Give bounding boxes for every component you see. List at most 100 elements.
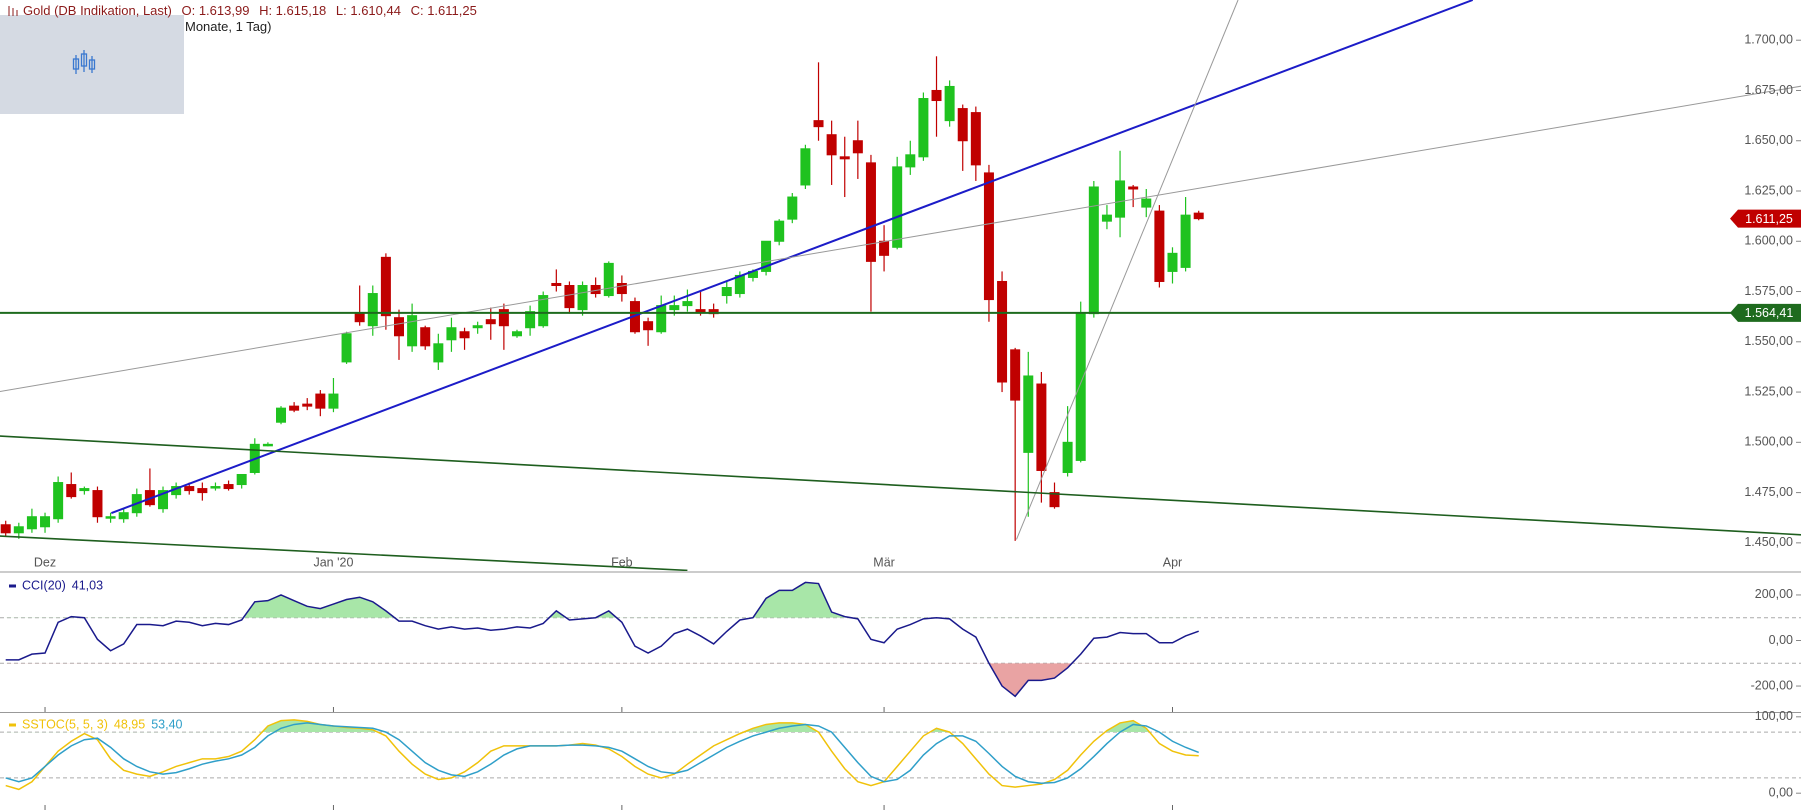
candle-body [407,315,418,347]
candle-body [0,524,11,534]
candle-body [446,327,457,341]
x-tick-label: Apr [1163,555,1182,569]
header-close: C: 1.611,25 [411,3,477,18]
y-tick-label: 1.675,00 [1744,83,1793,97]
y-tick-label: 1.600,00 [1744,234,1793,248]
candle-body [616,282,627,295]
indicator-line [5,722,1199,785]
candle-body [643,321,654,331]
x-tick-label: Jan '20 [313,555,353,569]
candle-body [931,89,942,102]
candle-body [380,256,391,317]
candle-body [997,280,1008,383]
candle-body [276,407,287,423]
candle-body [459,331,470,339]
header-title: Gold (DB Indikation, Last) [23,3,172,18]
candle-body [1141,198,1152,208]
header: Gold (DB Indikation, Last) O: 1.613,99 H… [23,3,477,18]
candle-body [485,319,496,325]
candle-body [538,295,549,327]
candle-body [879,240,890,256]
legend-value: 53,40 [151,717,182,731]
candle-body [13,526,24,534]
candle-body [66,484,77,498]
candle-body [26,516,37,530]
legend-label: CCI(20) [22,578,66,592]
candle-body [118,512,129,520]
candle-body [944,85,955,122]
candle-body [210,486,221,489]
header-high: H: 1.615,18 [259,3,326,18]
candle-body [957,108,968,142]
legend-value: 48,95 [114,717,145,731]
candle-body [1062,441,1073,473]
legend-label: SSTOC(5, 5, 3) [22,717,108,731]
trend-line [0,85,1801,392]
y-tick-label: 200,00 [1755,587,1793,601]
candle-body [354,313,365,323]
candle-body [905,154,916,168]
trend-line [1016,0,1239,540]
y-tick-label: 100,00 [1755,709,1793,723]
candle-body [800,148,811,186]
candle-body [289,405,300,411]
y-tick-label: 1.450,00 [1744,535,1793,549]
candle-body [1115,180,1126,218]
candle-body [302,403,313,407]
candle-body [970,112,981,166]
candle-body [892,166,903,248]
y-tick-label: -200,00 [1751,678,1793,692]
candle-body [669,305,680,311]
candle-body [1180,214,1191,268]
candle-body [1128,186,1139,190]
y-tick-label: 1.525,00 [1744,384,1793,398]
candle-body [813,120,824,128]
candle-body [328,393,339,409]
candle-body [839,156,850,160]
candle-body [774,220,785,242]
candle-body [918,98,929,158]
candle-body [983,172,994,301]
candle-body [525,311,536,329]
y-tick-label: 0,00 [1769,633,1793,647]
y-tick-label: 0,00 [1769,785,1793,799]
overbought-fill [68,582,852,618]
header-subtitle: Monate, 1 Tag) [185,19,271,34]
header-icon [8,6,18,16]
candle-body [1101,214,1112,222]
candle-body [1023,375,1034,453]
panel [0,581,1801,698]
y-tick-label: 1.700,00 [1744,33,1793,47]
candle-body [1036,383,1047,471]
candle-body [511,331,522,337]
x-tick-label: Mär [873,555,895,569]
candle-body [223,484,234,490]
candle-body [184,486,195,492]
candle-body [341,333,352,363]
oversold-fill [5,663,1199,697]
legend-value: 41,03 [72,578,103,592]
candle-body [577,285,588,311]
candle-body [420,327,431,347]
header-low: L: 1.610,44 [336,3,401,18]
candle-body [1167,252,1178,272]
y-tick-label: 1.550,00 [1744,334,1793,348]
candle-body [197,488,208,494]
y-tick-label: 1.575,00 [1744,284,1793,298]
header-open: O: 1.613,99 [181,3,249,18]
candle-body [1154,210,1165,282]
candle-body [105,516,116,519]
candle-body [787,196,798,220]
x-tick-label: Dez [34,555,56,569]
price-label-box [1730,209,1801,228]
candle-body [40,516,51,528]
candle-body [262,443,273,447]
candle-body [394,317,404,337]
y-tick-label: 1.650,00 [1744,133,1793,147]
candle-body [315,393,326,409]
price-label: 1.611,25 [1745,212,1793,226]
panel [0,0,1801,571]
indicator-line [5,581,1199,698]
candle-body [682,301,693,307]
